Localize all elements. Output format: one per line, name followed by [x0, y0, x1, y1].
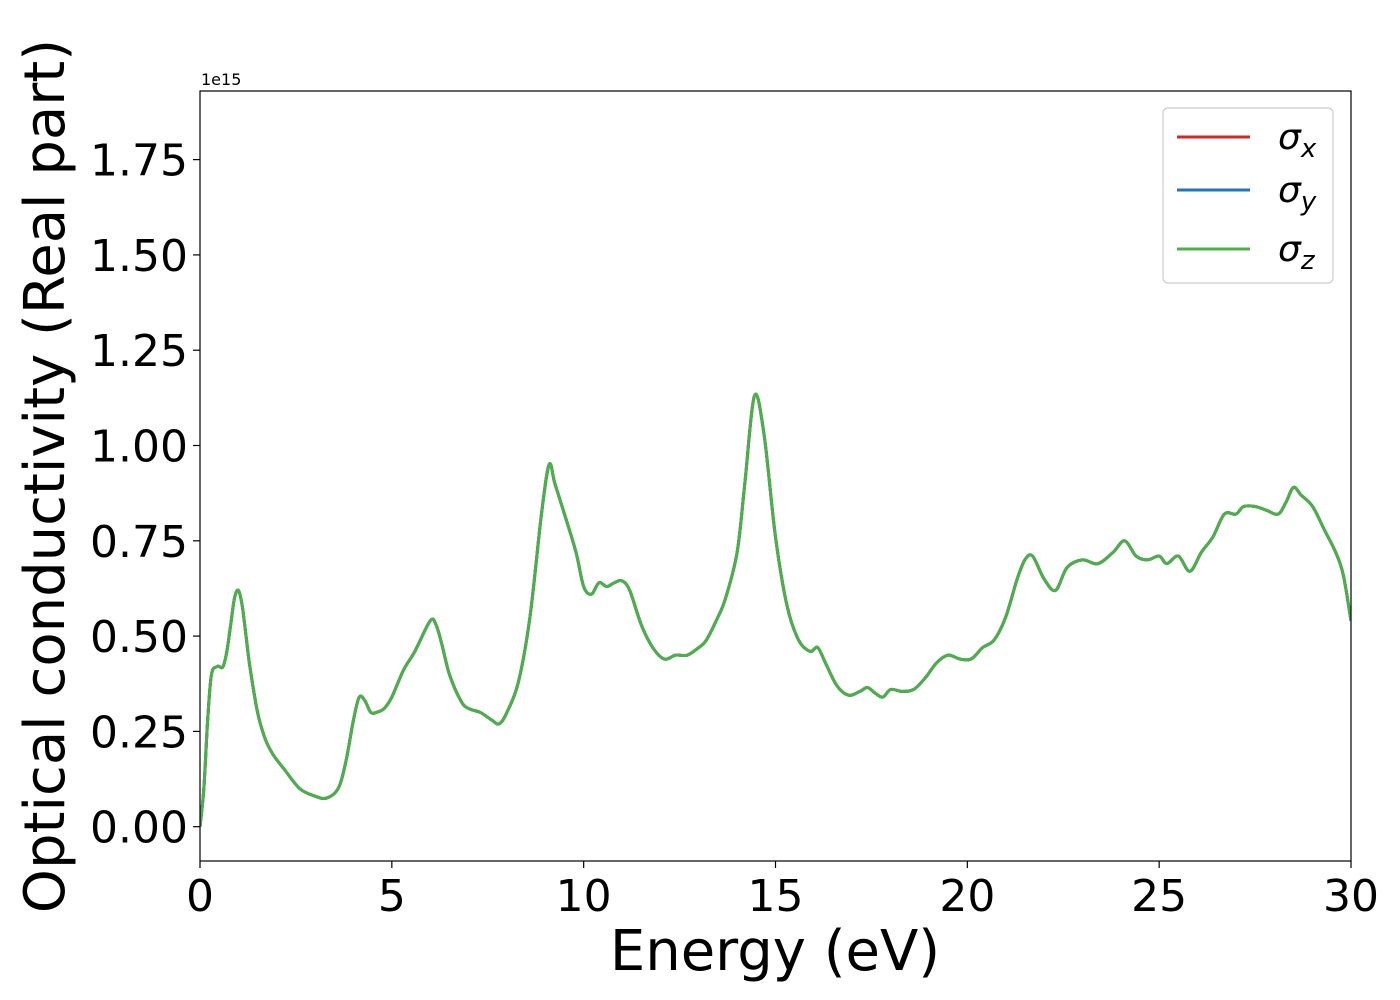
legend-label-symbol: σ	[1278, 117, 1302, 158]
legend-box	[1162, 107, 1334, 284]
y-tick-label: 0.00	[90, 803, 188, 854]
y-tick-label: 1.25	[90, 326, 188, 377]
series-line-z	[200, 392, 1351, 827]
y-tick-label: 0.75	[90, 517, 188, 568]
legend-label-z: σz	[1278, 229, 1316, 276]
y-tick-label: 0.50	[90, 612, 188, 663]
series-layer	[200, 392, 1351, 827]
y-tick-label: 0.25	[90, 707, 188, 758]
y-multiplier-label: 1e15	[201, 70, 241, 89]
y-axis-label: Optical conductivity (Real part)	[13, 39, 78, 913]
x-tick-label: 0	[186, 871, 214, 922]
legend-label-subscript: x	[1300, 134, 1317, 164]
y-axis-ticks: 0.00 0.25 0.50 0.75 1.00 1.25 1.50 1.75	[90, 136, 200, 854]
legend-label-subscript: z	[1300, 246, 1316, 276]
x-tick-label: 25	[1131, 871, 1187, 922]
plot-area	[199, 90, 1352, 862]
legend-label-symbol: σ	[1278, 170, 1302, 211]
y-tick-label: 1.50	[90, 231, 188, 282]
x-tick-label: 15	[748, 871, 804, 922]
legend-label-symbol: σ	[1278, 229, 1302, 270]
legend-label-subscript: y	[1300, 187, 1317, 217]
legend-label-y: σy	[1278, 170, 1317, 217]
x-tick-label: 20	[939, 871, 995, 922]
x-axis-label: Energy (eV)	[610, 919, 940, 984]
x-tick-label: 5	[378, 871, 406, 922]
x-tick-label: 30	[1323, 871, 1379, 922]
y-tick-label: 1.75	[90, 136, 188, 187]
y-tick-label: 1.00	[90, 422, 188, 473]
x-tick-label: 10	[556, 871, 612, 922]
x-axis-ticks: 0 5 10 15 20 25 30	[186, 861, 1379, 922]
legend-label-x: σx	[1278, 117, 1317, 164]
